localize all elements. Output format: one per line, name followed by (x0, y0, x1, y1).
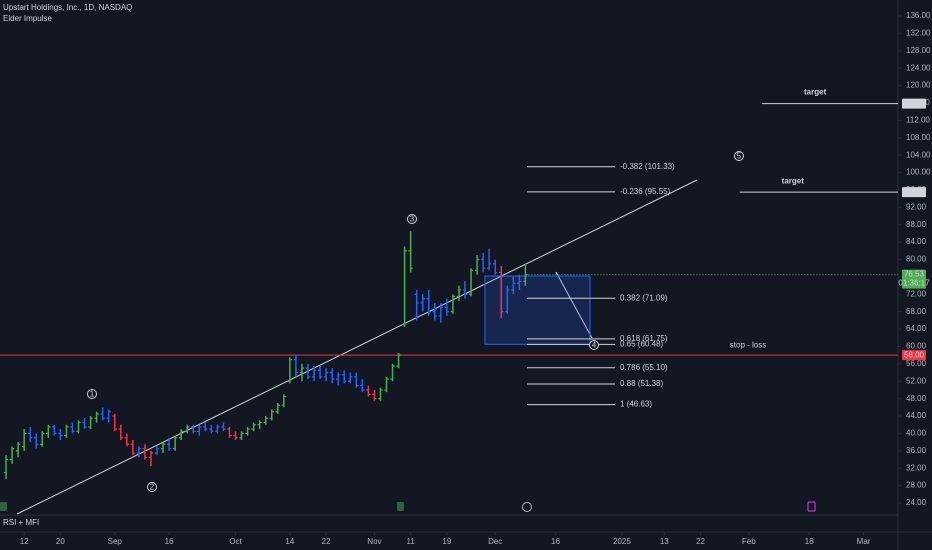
x-tick-label: 2025 (613, 537, 631, 546)
fib-label: 0.786 (55.10) (620, 363, 668, 372)
wave-label: 1 (90, 390, 95, 399)
y-tick-label: 36.00 (906, 446, 927, 455)
target-tag-label: 115.86 (902, 99, 926, 108)
fib-label: 0.65 (60.48) (620, 339, 663, 348)
y-tick-label: 60.00 (906, 342, 927, 351)
event-icon[interactable] (522, 502, 532, 512)
stop-text: stop - loss (730, 340, 766, 349)
x-tick-label: 12 (20, 537, 29, 546)
target-tag-label: 95.49 (904, 187, 925, 196)
y-tick-label: 132.00 (906, 29, 931, 38)
y-tick-label: 84.00 (906, 237, 927, 246)
x-tick-label: Mar (857, 537, 871, 546)
fib-label: 1 (46.63) (620, 400, 652, 409)
stop-tag-label: 58.00 (904, 350, 925, 359)
y-tick-label: 52.00 (906, 376, 927, 385)
last-price-tag-label: 76.53 (904, 270, 925, 279)
x-tick-label: Sep (108, 537, 123, 546)
y-tick-label: 40.00 (906, 429, 927, 438)
x-tick-label: 20 (56, 537, 65, 546)
y-tick-label: 108.00 (906, 133, 931, 142)
x-tick-label: 16 (551, 537, 560, 546)
target-tag-box (902, 187, 926, 198)
y-tick-label: 64.00 (906, 324, 927, 333)
y-tick-label: 88.00 (906, 220, 927, 229)
x-tick-label: 22 (322, 537, 331, 546)
y-tick-label: 48.00 (906, 394, 927, 403)
x-tick-label: 14 (285, 537, 294, 546)
wave-label: 2 (150, 483, 155, 492)
x-tick-label: 16 (165, 537, 174, 546)
x-tick-label: Dec (488, 537, 502, 546)
fib-label: -0.236 (95.55) (620, 187, 671, 196)
wave-label: 5 (737, 152, 742, 161)
countdown: 01:36:17 (898, 279, 930, 288)
y-tick-label: 100.00 (906, 168, 931, 177)
event-icon[interactable] (807, 501, 816, 512)
y-tick-label: 24.00 (906, 498, 927, 507)
x-tick-label: Feb (742, 537, 756, 546)
target-tag-box (902, 98, 926, 109)
last-price-tag-box (902, 269, 926, 289)
y-tick-label: 120.00 (906, 81, 931, 90)
wave-label: 4 (592, 341, 597, 350)
y-tick-label: 44.00 (906, 411, 927, 420)
symbol-title: Upstart Holdings, Inc., 1D, NASDAQ (3, 3, 132, 12)
fib-label: 0.382 (71.09) (620, 293, 668, 302)
pane-name: RSI + MFI (3, 518, 39, 527)
y-tick-label: 112.00 (906, 115, 930, 124)
target-text: target (782, 176, 805, 185)
indicator-name: Elder Impulse (3, 14, 52, 23)
wave-line (555, 271, 593, 339)
fib-label: -0.382 (101.33) (620, 162, 675, 171)
x-tick-label: 18 (805, 537, 814, 546)
x-tick-label: Oct (229, 537, 242, 546)
x-tick-label: 19 (442, 537, 451, 546)
wave-marker (407, 214, 417, 224)
y-tick-label: 104.00 (906, 150, 931, 159)
stop-tag-box (902, 350, 926, 361)
fib-label: 0.88 (51.38) (620, 379, 663, 388)
y-tick-label: 80.00 (906, 255, 927, 264)
wave-marker (589, 340, 599, 350)
fib-label: 0.618 (61.75) (620, 334, 668, 343)
event-icon[interactable] (0, 502, 7, 511)
x-tick-label: 13 (660, 537, 669, 546)
trend-line (16, 179, 698, 515)
y-tick-label: 28.00 (906, 481, 927, 490)
event-icon[interactable] (397, 502, 404, 511)
y-tick-label: 92.00 (906, 202, 927, 211)
wave-marker (147, 482, 157, 492)
y-tick-label: 128.00 (906, 46, 931, 55)
y-tick-label: 68.00 (906, 307, 927, 316)
x-tick-label: 11 (406, 537, 415, 546)
fib-zone (484, 275, 591, 345)
wave-marker (734, 151, 744, 161)
y-tick-label: 124.00 (906, 63, 931, 72)
y-tick-label: 136.00 (906, 11, 931, 20)
x-tick-label: 22 (696, 537, 705, 546)
y-tick-label: 56.00 (906, 359, 927, 368)
y-tick-label: 72.00 (906, 289, 927, 298)
x-tick-label: Nov (367, 537, 381, 546)
wave-marker (87, 389, 97, 399)
wave-label: 3 (410, 215, 415, 224)
y-tick-label: 32.00 (906, 463, 927, 472)
target-text: target (804, 88, 827, 97)
